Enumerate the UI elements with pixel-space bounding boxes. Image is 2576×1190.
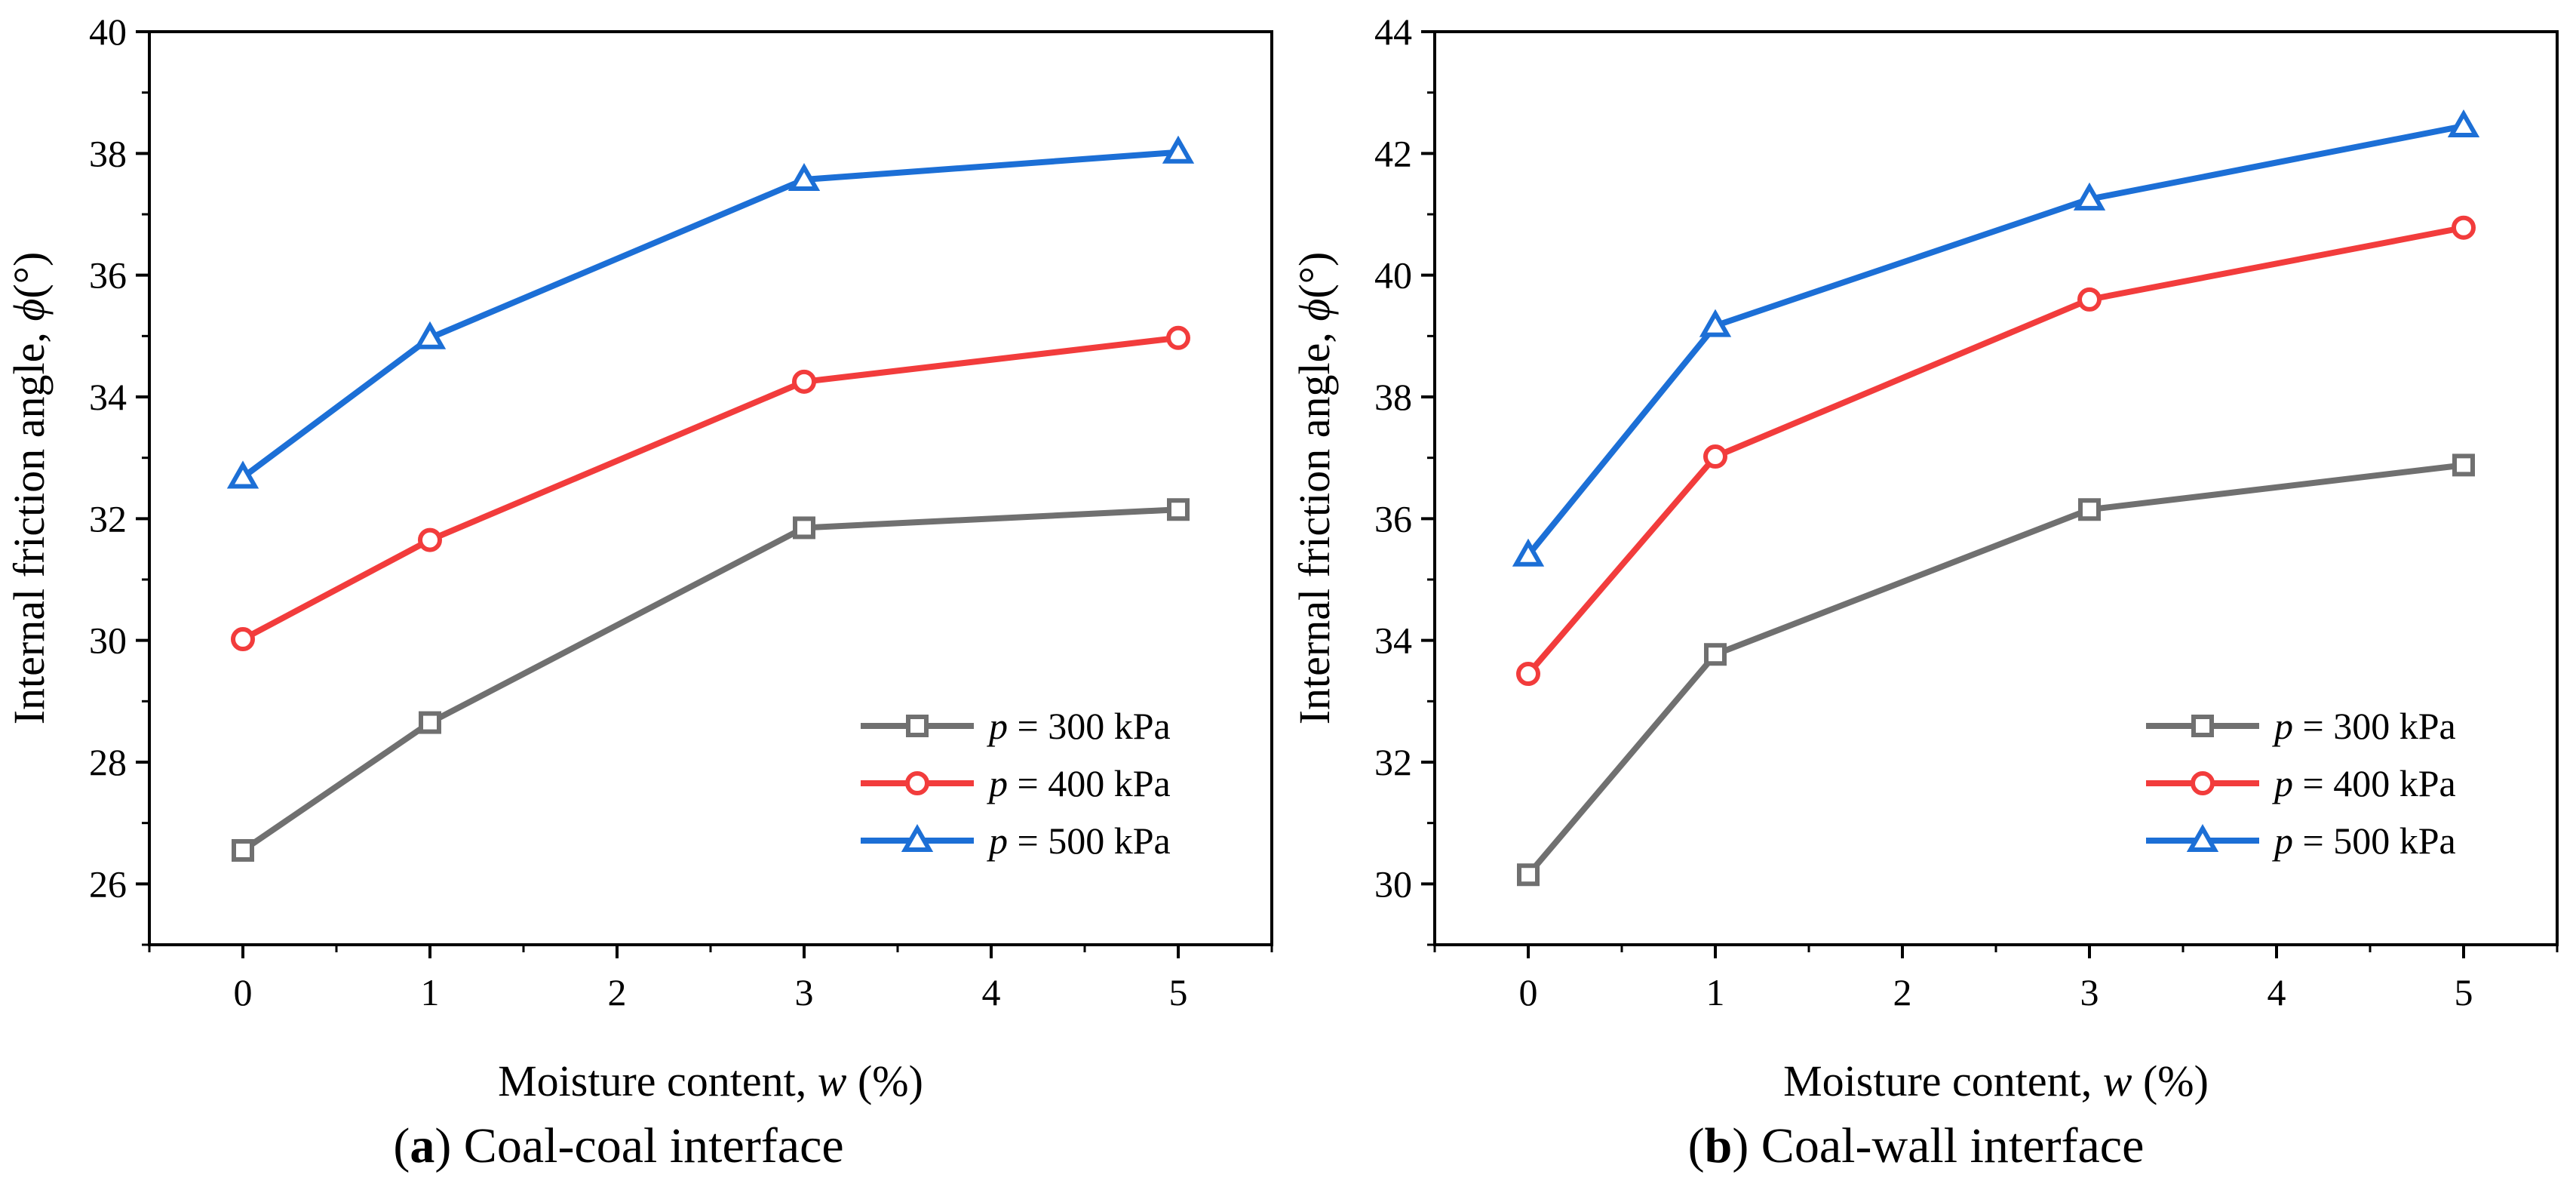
legend-marker bbox=[901, 823, 934, 852]
data-point bbox=[419, 711, 441, 734]
data-point bbox=[1704, 643, 1727, 666]
panel-caption: (b) Coal-wall interface bbox=[1688, 1118, 2145, 1173]
panel-caption: (a) Coal-coal interface bbox=[393, 1118, 843, 1173]
data-point bbox=[2073, 182, 2106, 211]
x-tick-label: 5 bbox=[1169, 971, 1188, 1013]
data-point bbox=[2452, 215, 2476, 240]
data-point bbox=[1167, 498, 1190, 521]
legend-marker bbox=[2186, 823, 2219, 852]
x-tick-label: 3 bbox=[2080, 971, 2099, 1013]
data-point bbox=[1166, 325, 1190, 350]
y-tick-label: 34 bbox=[89, 376, 127, 418]
series-line bbox=[1525, 123, 2464, 558]
x-tick-label: 4 bbox=[2267, 971, 2286, 1013]
y-tick-label: 30 bbox=[89, 620, 127, 662]
data-point bbox=[2447, 109, 2480, 138]
x-tick-label: 1 bbox=[421, 971, 440, 1013]
y-tick-label: 38 bbox=[1374, 376, 1412, 418]
x-tick-label: 2 bbox=[608, 971, 627, 1013]
series-line bbox=[1525, 462, 2464, 877]
legend-item: p = 300 kPa bbox=[861, 705, 1171, 747]
y-axis-label: Internal friction angle, ϕ(°) bbox=[5, 252, 54, 725]
x-tick-label: 0 bbox=[1519, 971, 1538, 1013]
legend-label: p = 500 kPa bbox=[2272, 819, 2456, 862]
x-tick-label: 4 bbox=[982, 971, 1001, 1013]
x-tick-label: 0 bbox=[234, 971, 253, 1013]
data-point bbox=[1162, 135, 1195, 164]
legend-label: p = 500 kPa bbox=[987, 819, 1171, 862]
y-tick-label: 42 bbox=[1374, 132, 1412, 174]
legend-marker bbox=[906, 715, 929, 737]
series-1 bbox=[1517, 454, 2475, 887]
y-tick-label: 40 bbox=[1374, 254, 1412, 297]
legend-item: p = 300 kPa bbox=[2146, 705, 2456, 747]
y-tick-label: 26 bbox=[89, 863, 127, 905]
legend-label: p = 300 kPa bbox=[987, 705, 1171, 747]
data-point bbox=[418, 527, 442, 552]
legend-marker bbox=[905, 771, 929, 795]
data-point bbox=[1699, 309, 1732, 337]
series-line bbox=[1525, 224, 2464, 676]
data-point bbox=[2077, 287, 2102, 312]
series-2 bbox=[1516, 215, 2476, 687]
series-3 bbox=[1512, 109, 2480, 567]
legend: p = 300 kPa p = 400 kPa p = 500 kPa bbox=[861, 705, 1171, 862]
data-point bbox=[1512, 538, 1545, 567]
y-tick-label: 32 bbox=[89, 497, 127, 540]
series-line bbox=[241, 506, 1179, 853]
data-point bbox=[1516, 662, 1540, 687]
series-line bbox=[241, 334, 1179, 642]
y-tick-label: 32 bbox=[1374, 741, 1412, 783]
data-point bbox=[792, 369, 816, 394]
series-1 bbox=[232, 498, 1190, 862]
data-point bbox=[413, 321, 447, 349]
legend-item: p = 400 kPa bbox=[861, 762, 1171, 804]
data-point bbox=[788, 162, 821, 192]
y-tick-label: 44 bbox=[1374, 11, 1412, 53]
data-point bbox=[1517, 863, 1540, 887]
series-line bbox=[241, 149, 1179, 480]
data-point bbox=[793, 516, 815, 540]
legend-label: p = 300 kPa bbox=[2272, 705, 2456, 747]
plot-frame bbox=[1433, 30, 2559, 946]
legend-item: p = 500 kPa bbox=[2146, 819, 2456, 862]
data-point bbox=[2078, 498, 2101, 521]
x-axis-label: Moisture content, w (%) bbox=[498, 1056, 923, 1105]
legend-item: p = 500 kPa bbox=[861, 819, 1171, 862]
y-tick-label: 34 bbox=[1374, 620, 1412, 662]
data-point bbox=[232, 838, 254, 862]
x-tick-label: 1 bbox=[1706, 971, 1725, 1013]
legend-label: p = 400 kPa bbox=[2272, 762, 2456, 804]
y-tick-label: 38 bbox=[89, 132, 127, 174]
series-2 bbox=[231, 325, 1190, 652]
y-tick-label: 36 bbox=[89, 254, 127, 297]
series-3 bbox=[226, 135, 1195, 489]
data-point bbox=[231, 627, 255, 652]
legend-marker bbox=[2191, 771, 2215, 795]
data-point bbox=[2452, 454, 2475, 477]
y-tick-label: 30 bbox=[1374, 863, 1412, 905]
y-axis-label: Internal friction angle, ϕ(°) bbox=[1290, 252, 1339, 725]
x-axis-label: Moisture content, w (%) bbox=[1783, 1056, 2209, 1105]
y-tick-label: 28 bbox=[89, 741, 127, 783]
x-tick-label: 2 bbox=[1893, 971, 1912, 1013]
x-tick-label: 5 bbox=[2455, 971, 2473, 1013]
y-tick-label: 40 bbox=[89, 11, 127, 53]
x-tick-label: 3 bbox=[795, 971, 814, 1013]
data-point bbox=[1703, 444, 1727, 469]
legend-label: p = 400 kPa bbox=[987, 762, 1171, 804]
y-tick-label: 36 bbox=[1374, 497, 1412, 540]
legend: p = 300 kPa p = 400 kPa p = 500 kPa bbox=[2146, 705, 2456, 862]
data-point bbox=[226, 460, 259, 489]
plot-frame bbox=[148, 30, 1273, 946]
legend-item: p = 400 kPa bbox=[2146, 762, 2456, 804]
legend-marker bbox=[2191, 715, 2214, 737]
